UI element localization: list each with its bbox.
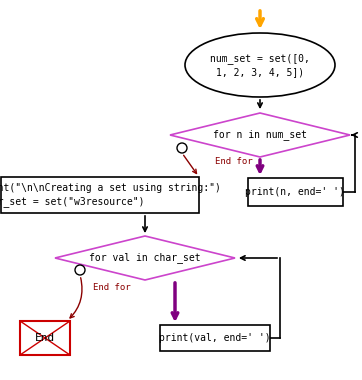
Ellipse shape [185, 33, 335, 97]
Polygon shape [170, 113, 350, 157]
Text: print(n, end=' '): print(n, end=' ') [245, 187, 345, 197]
Text: print("\n\nCreating a set using string:")
char_set = set("w3resource"): print("\n\nCreating a set using string:"… [0, 183, 220, 207]
Text: for n in num_set: for n in num_set [213, 130, 307, 141]
Text: for val in char_set: for val in char_set [89, 253, 201, 263]
Text: num_set = set([0,
1, 2, 3, 4, 5]): num_set = set([0, 1, 2, 3, 4, 5]) [210, 53, 310, 77]
Bar [20, 321, 70, 355]
Bar [248, 178, 342, 206]
Bar [1, 177, 199, 213]
Polygon shape [55, 236, 235, 280]
Bar [160, 325, 270, 351]
FancyArrowPatch shape [70, 278, 82, 318]
Text: End for: End for [215, 157, 253, 166]
Text: End for: End for [93, 283, 131, 293]
Text: print(val, end=' '): print(val, end=' ') [159, 333, 271, 343]
Text: End: End [35, 333, 55, 343]
